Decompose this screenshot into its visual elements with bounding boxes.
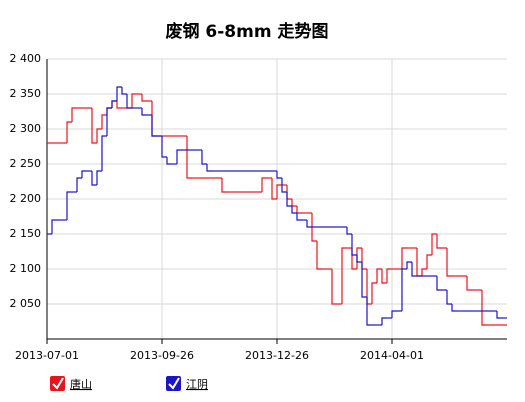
line-step [151,115,157,137]
line-step [361,262,367,298]
line-step [401,247,407,269]
line-step [51,219,57,234]
series-line [47,93,507,326]
y-tick-label: 2 400 [10,52,42,65]
line-step [116,86,122,101]
y-tick-label: 2 050 [10,297,42,310]
line-step [131,93,137,108]
line-step [161,136,167,158]
line-step [376,268,382,283]
line-step [436,234,442,249]
line-step [371,282,377,304]
line-step [141,94,147,102]
line-step [96,170,102,185]
line-step [101,135,107,171]
legend-label: 江阴 [186,378,208,391]
y-tick-label: 2 150 [10,227,42,240]
line-step [351,234,357,256]
line-step [66,121,72,143]
line-step [91,108,97,144]
line-step [346,227,352,235]
line-step [286,192,292,207]
line-step [76,177,82,192]
line-step [276,171,282,179]
line-step [176,149,182,164]
line-step [496,311,502,319]
line-step [116,101,122,109]
line-step [411,262,417,277]
line-step [271,178,277,200]
y-tick-label: 2 350 [10,87,42,100]
line-step [436,276,442,291]
line-step [311,213,317,242]
line-step [401,268,407,311]
line-step [221,178,227,193]
x-tick-label: 2013-09-26 [130,349,194,362]
line-step [281,178,287,193]
line-step [446,248,452,277]
legend-check [52,377,64,390]
line-step [91,171,97,186]
legend-item[interactable]: 唐山 [50,376,92,391]
y-tick-label: 2 100 [10,262,42,275]
line-step [141,108,147,116]
y-tick-label: 2 200 [10,192,42,205]
line-step [261,177,267,192]
line-step [101,114,107,129]
line-step [291,206,297,214]
line-step [421,268,427,276]
legend-item[interactable]: 江阴 [166,376,208,391]
line-step [466,276,472,291]
y-tick-label: 2 250 [10,157,42,170]
line-step [431,233,437,255]
legend-label: 唐山 [70,377,92,391]
line-step [201,150,207,165]
line-step [386,268,392,283]
line-step [356,255,362,263]
line-step [381,317,387,325]
line-step [446,290,452,305]
line-step [121,87,127,95]
line-step [391,310,397,318]
line-step [126,94,132,109]
line-step [406,261,412,269]
x-tick-label: 2014-04-01 [360,349,424,362]
line-step [331,269,337,305]
line-step [481,290,487,326]
x-tick-label: 2013-07-01 [15,349,79,362]
x-tick-label: 2013-12-26 [245,349,309,362]
line-step [166,157,172,165]
line-step [316,241,322,270]
line-step [106,107,112,136]
line-step [426,254,432,269]
legend-check [168,377,180,390]
line-step [366,297,372,326]
line-step [306,220,312,228]
y-tick-label: 2 300 [10,122,42,135]
series-line [47,86,507,326]
line-step [96,128,102,143]
line-step [111,100,117,108]
line-step [381,269,387,284]
chart-title: 废钢 6-8mm 走势图 [166,21,329,42]
line-step [276,184,282,199]
line-step [451,304,457,312]
line-step [71,107,77,122]
line-step [81,170,87,178]
line-step [296,213,302,221]
line-step [66,191,72,220]
line-step [206,164,212,172]
line-step [341,247,347,304]
